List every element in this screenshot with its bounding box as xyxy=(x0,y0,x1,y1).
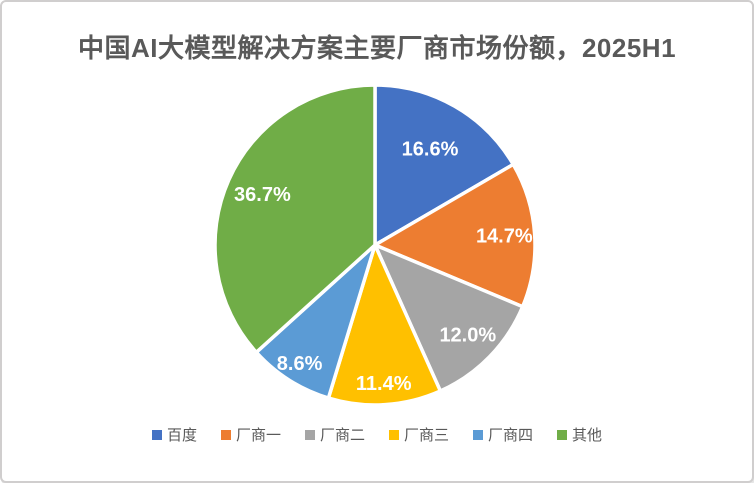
pie-slice-厂商三 xyxy=(326,243,443,407)
legend: 百度 厂商一 厂商二 厂商三 厂商四 其他 xyxy=(2,424,752,445)
legend-item-厂商三: 厂商三 xyxy=(389,424,449,445)
legend-swatch-icon xyxy=(220,429,231,440)
chart-title: 中国AI大模型解决方案主要厂商市场份额，2025H1 xyxy=(77,33,677,63)
legend-swatch-icon xyxy=(151,429,162,440)
legend-item-厂商一: 厂商一 xyxy=(220,424,281,445)
legend-label: 其他 xyxy=(572,427,603,444)
legend-swatch-icon xyxy=(557,429,568,440)
legend-item-其他: 其他 xyxy=(557,424,602,445)
legend-swatch-icon xyxy=(473,429,484,440)
pie-slice-百度 xyxy=(373,83,515,247)
pie-labels-group: 16.6% 14.7% 12.0% 11.4% 8.6% 36.7% xyxy=(234,138,533,395)
slice-label-其他: 36.7% xyxy=(234,184,291,206)
pie-slices-group xyxy=(213,83,537,407)
legend-swatch-icon xyxy=(304,429,315,440)
slice-label-百度: 16.6% xyxy=(402,138,459,160)
slice-label-厂商一: 14.7% xyxy=(476,226,533,248)
legend-label: 厂商三 xyxy=(404,427,450,444)
legend-label: 百度 xyxy=(166,427,197,444)
legend-swatch-icon xyxy=(389,429,399,440)
slice-label-厂商二: 12.0% xyxy=(439,325,496,347)
legend-label: 厂商一 xyxy=(235,427,281,444)
legend-item-厂商二: 厂商二 xyxy=(304,424,365,445)
pie-slice-厂商一 xyxy=(373,162,537,309)
legend-label: 厂商二 xyxy=(319,427,365,444)
legend-label: 厂商四 xyxy=(488,427,534,444)
pie-slice-厂商二 xyxy=(373,243,525,393)
legend-item-厂商四: 厂商四 xyxy=(473,424,533,445)
slice-label-厂商三: 11.4% xyxy=(356,373,412,395)
slice-label-厂商四: 8.6% xyxy=(277,353,323,375)
pie-slice-其他 xyxy=(213,83,377,355)
legend-item-百度: 百度 xyxy=(151,424,197,445)
